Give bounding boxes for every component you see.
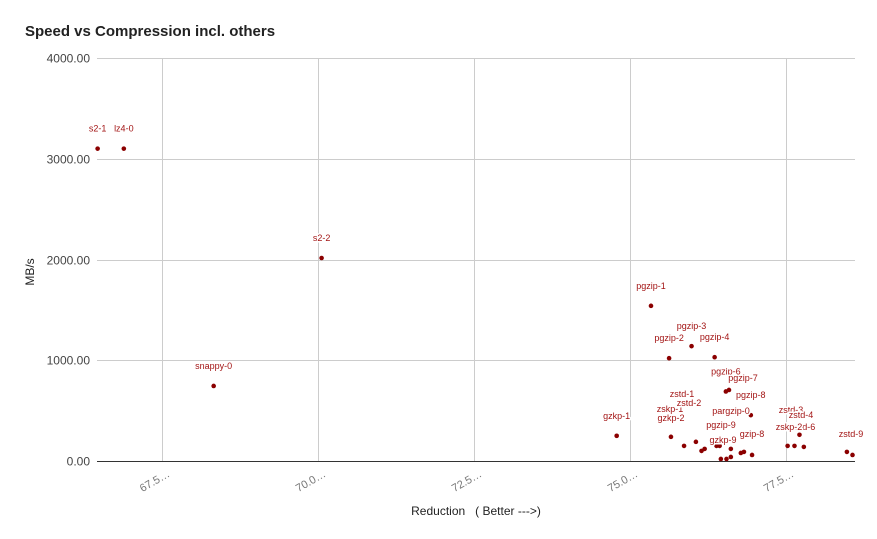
data-point[interactable] [724, 456, 729, 462]
data-label: pgzip-7 [728, 373, 758, 383]
gridlines [97, 58, 855, 461]
data-label: zstd-2 [677, 398, 702, 408]
data-point[interactable] [614, 433, 619, 439]
data-point[interactable] [319, 255, 324, 261]
data-labels: s2-1 lz4-0 snappy-0 s2-2 gzkp-1 pgzip-1 pgzip-… [87, 122, 864, 446]
y-tick-label: 0.00 [67, 455, 91, 469]
data-point[interactable] [681, 443, 687, 449]
data-label: s2-2 [313, 233, 331, 243]
data-label: pgzip-8 [736, 390, 766, 400]
x-axis-title: Reduction ( Better --->) [411, 504, 541, 518]
data-point[interactable] [741, 449, 747, 455]
data-point[interactable] [728, 446, 734, 452]
data-points [95, 146, 855, 462]
data-label: pgzip-1 [636, 281, 666, 291]
data-label: zstd-6 [791, 422, 816, 432]
data-label: lz4-0 [114, 124, 134, 134]
data-point[interactable] [702, 446, 707, 452]
data-label: gzkp-2 [657, 413, 684, 423]
y-tick-label: 1000.00 [47, 354, 91, 368]
data-label: snappy-0 [195, 361, 232, 371]
data-label: gzkp-1 [603, 411, 630, 421]
data-label: zstd-4 [789, 410, 814, 420]
data-point[interactable] [844, 449, 850, 455]
data-label: zstd-9 [839, 429, 864, 439]
data-label: pgzip-6 [711, 366, 741, 376]
data-label: zstd-3 [779, 405, 804, 415]
data-point[interactable] [850, 452, 855, 458]
data-point[interactable] [668, 434, 674, 440]
data-point[interactable] [693, 439, 699, 445]
data-point[interactable] [748, 412, 754, 418]
data-point[interactable] [728, 454, 734, 460]
data-point[interactable] [801, 444, 807, 450]
data-label: s2-1 [89, 124, 107, 134]
y-tick-label: 2000.00 [47, 254, 91, 268]
data-point[interactable] [726, 387, 732, 393]
data-label: pgzip-9 [706, 420, 736, 430]
data-point[interactable] [689, 343, 694, 349]
data-point[interactable] [211, 383, 216, 389]
data-label: pargzip-0 [712, 406, 750, 416]
data-point[interactable] [785, 443, 790, 449]
data-label: gzip-8 [740, 429, 765, 439]
data-label: zstd-1 [670, 389, 695, 399]
data-point[interactable] [712, 354, 717, 360]
data-label: zskp-1 [657, 404, 684, 414]
y-axis-title: MB/s [23, 258, 37, 285]
data-label: pgzip-2 [654, 333, 684, 343]
y-tick-label: 3000.00 [47, 153, 91, 167]
data-point[interactable] [121, 146, 127, 151]
data-label: zskp-2 [776, 422, 803, 432]
data-point[interactable] [792, 443, 797, 449]
data-point[interactable] [95, 146, 100, 151]
data-point[interactable] [717, 443, 722, 449]
data-point[interactable] [797, 432, 802, 438]
data-point[interactable] [648, 303, 654, 309]
chart-title: Speed vs Compression incl. others [25, 23, 275, 40]
y-tick-label: 4000.00 [47, 52, 91, 66]
data-point[interactable] [749, 452, 755, 458]
data-label: gzkp-9 [709, 435, 736, 445]
data-label: pgzip-3 [677, 321, 707, 331]
data-point[interactable] [666, 355, 672, 361]
data-point[interactable] [718, 456, 724, 462]
data-label: pgzip-4 [700, 332, 730, 342]
